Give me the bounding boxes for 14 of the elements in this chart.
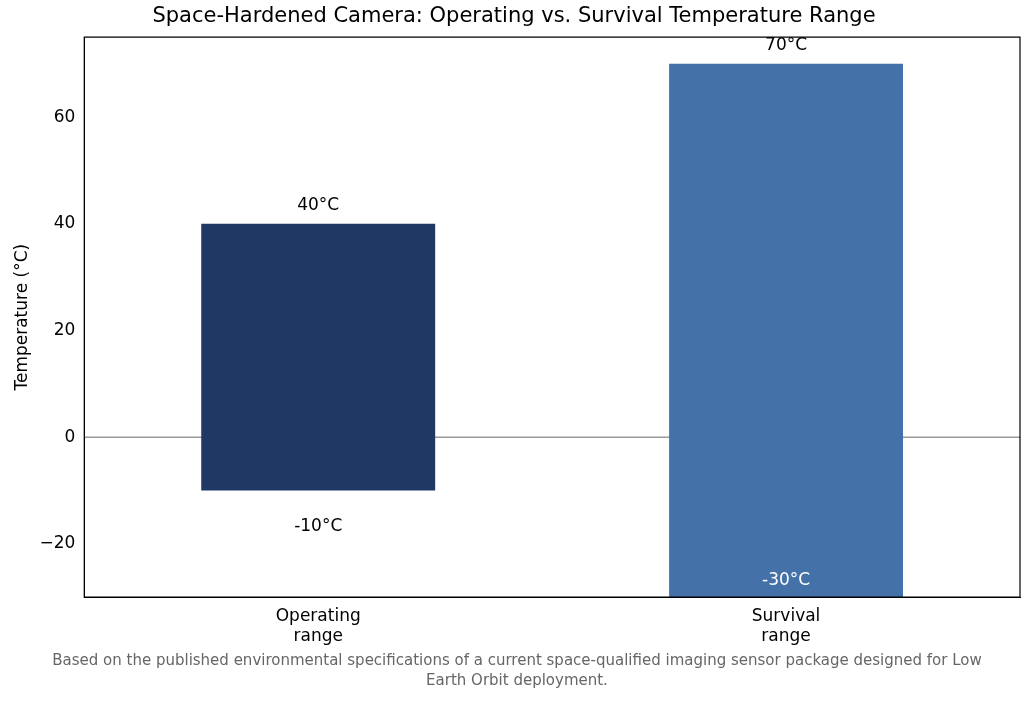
x-tick-label: Survival range xyxy=(751,604,821,646)
y-axis-title: Temperature (°C) xyxy=(10,243,31,392)
y-tick-label: 20 xyxy=(53,318,76,339)
y-tick-label: 40 xyxy=(53,212,76,233)
y-tick-label: 0 xyxy=(64,425,76,446)
annotation: -30°C xyxy=(762,569,811,590)
x-tick-label: Operating range xyxy=(275,604,361,646)
annotation: 40°C xyxy=(297,193,340,214)
y-tick-label: −20 xyxy=(39,532,76,553)
text: Based on the published environmental specifications of a current space-qualified imaging sensor package designed for Low Earth Orbit deployment. xyxy=(51,650,983,691)
annotation: -10°C xyxy=(294,515,343,536)
y-tick-label: 60 xyxy=(53,105,76,126)
annotation: 70°C xyxy=(765,33,808,54)
chart-title: Space-Hardened Camera: Operating vs. Survival Temperature Range xyxy=(152,3,876,28)
